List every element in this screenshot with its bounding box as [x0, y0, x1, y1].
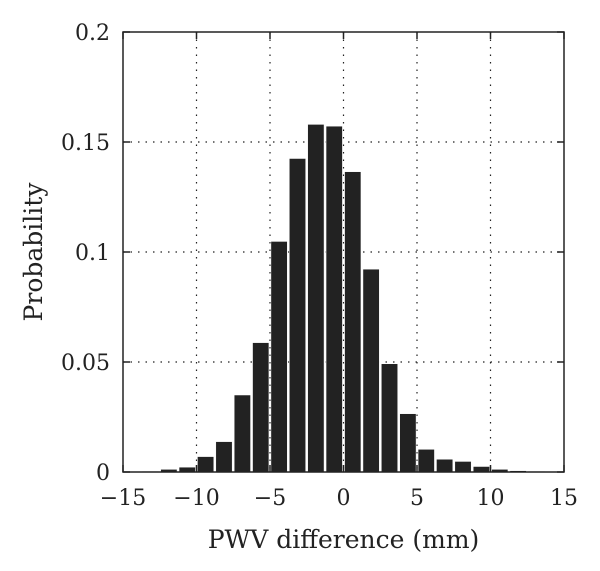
histogram-bar — [417, 449, 435, 473]
histogram-bar — [381, 363, 398, 473]
histogram-bar — [197, 456, 215, 473]
histogram-bar — [289, 158, 306, 473]
x-tick-label: 5 — [410, 486, 424, 511]
y-axis-title: Probability — [19, 182, 48, 322]
histogram-bar — [344, 171, 362, 473]
histogram-bar — [472, 466, 490, 473]
histogram-bar — [307, 124, 325, 473]
x-axis-title: PWV difference (mm) — [208, 525, 480, 554]
axes-layer — [122, 31, 565, 473]
plot-frame — [122, 31, 565, 473]
y-tick-label: 0.15 — [61, 131, 110, 156]
x-tick-label: −5 — [254, 486, 286, 511]
histogram-bar — [233, 394, 251, 473]
x-tick-label: −15 — [100, 486, 146, 511]
histogram-bar — [399, 413, 417, 473]
y-tick-label: 0 — [96, 461, 110, 486]
x-tick-label: 15 — [550, 486, 578, 511]
grid-layer — [123, 32, 564, 472]
histogram-bar — [252, 342, 270, 473]
x-tick-label: 0 — [337, 486, 351, 511]
y-tick-label: 0.05 — [61, 351, 110, 376]
labels-layer: PWV difference (mm) Probability −15 −10 −5… — [19, 21, 578, 554]
y-tick-label: 0.1 — [75, 241, 110, 266]
histogram-bar — [215, 441, 233, 473]
histogram-bar — [362, 268, 380, 473]
histogram-bar — [270, 241, 288, 473]
y-tick-label: 0.2 — [75, 21, 110, 46]
x-tick-label: 10 — [477, 486, 505, 511]
histogram-bar — [325, 125, 343, 473]
x-tick-label: −10 — [173, 486, 219, 511]
bars-layer — [142, 124, 545, 473]
histogram-bar — [436, 458, 454, 473]
histogram-bar — [454, 461, 472, 473]
